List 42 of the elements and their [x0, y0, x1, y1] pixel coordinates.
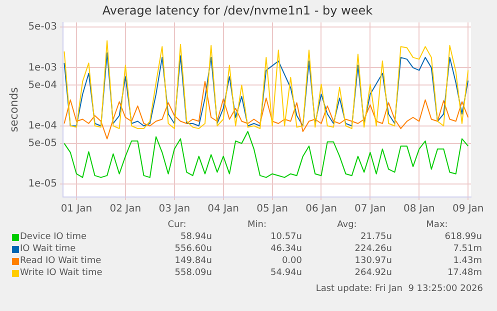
- text: 1.43m: [452, 256, 482, 267]
- x-tick-label: 07 Jan: [354, 204, 386, 215]
- x-tick-label: 05 Jan: [256, 204, 288, 215]
- text: 618.99u: [444, 232, 482, 243]
- y-axis-title: seconds: [7, 86, 20, 132]
- text: Last update: Fri Jan 9 13:25:00 2026: [316, 284, 483, 295]
- text: 0.00: [280, 256, 302, 267]
- text: 224.26u: [354, 244, 392, 255]
- legend-label: Device IO time: [20, 232, 87, 243]
- text: 54.94u: [270, 268, 302, 279]
- text: 7.51m: [452, 244, 482, 255]
- x-tick-label: 03 Jan: [158, 204, 190, 215]
- text: 264.92u: [354, 268, 392, 279]
- text: 58.94u: [180, 232, 212, 243]
- text: 21.75u: [360, 232, 392, 243]
- x-tick-label: 02 Jan: [110, 204, 142, 215]
- legend-label: Write IO Wait time: [20, 268, 102, 279]
- y-tick-label: 5e-04: [28, 80, 58, 91]
- x-tick-label: 06 Jan: [306, 204, 337, 215]
- legend-label: IO Wait time: [20, 244, 76, 255]
- y-tick-label: 1e-03: [28, 62, 58, 74]
- text: Cur:: [166, 220, 188, 231]
- x-tick-label: 04 Jan: [208, 204, 240, 215]
- y-tick-label: 5e-03: [28, 22, 58, 33]
- x-tick-label: 09 Jan: [452, 204, 484, 215]
- x-tick-label: 08 Jan: [403, 204, 435, 215]
- y-tick-label: 5e-05: [28, 138, 58, 149]
- x-tick-label: 01 Jan: [60, 204, 92, 215]
- text: 46.34u: [270, 244, 302, 255]
- text: Avg:: [336, 220, 358, 231]
- text: Max:: [425, 220, 449, 231]
- y-tick-label: 1e-05: [28, 178, 58, 190]
- text: 149.84u: [174, 256, 212, 267]
- text: Min:: [246, 220, 268, 231]
- legend-label: Read IO Wait time: [20, 256, 102, 267]
- text: 17.48m: [446, 268, 482, 279]
- text: 10.57u: [270, 232, 302, 243]
- text: 130.97u: [354, 256, 392, 267]
- text: 558.09u: [174, 268, 212, 279]
- text: 556.60u: [174, 244, 212, 255]
- y-tick-label: 1e-04: [28, 120, 58, 132]
- chart-title: Average latency for /dev/nvme1n1 - by week: [102, 3, 373, 18]
